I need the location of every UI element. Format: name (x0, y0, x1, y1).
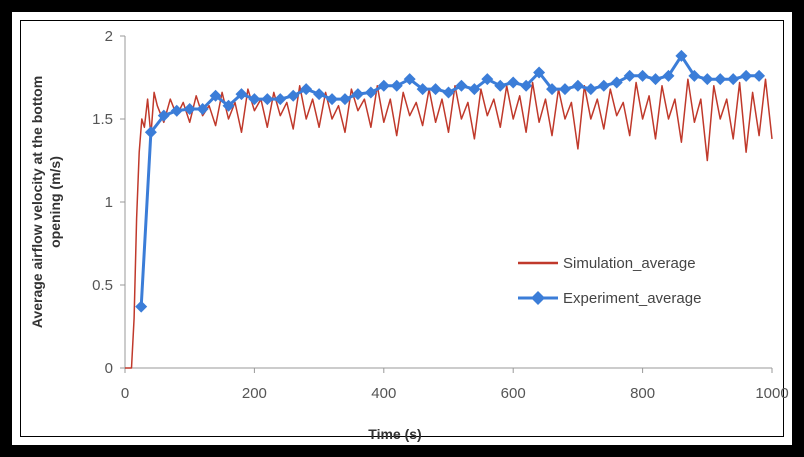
y-tick-label: 0.5 (92, 277, 113, 294)
experiment-data-point (222, 99, 235, 112)
x-tick-label: 400 (371, 385, 396, 402)
legend-simulation-label: Simulation_average (563, 255, 696, 272)
experiment-data-point (183, 103, 196, 116)
experiment-data-point (584, 83, 597, 96)
y-tick-label: 1 (105, 194, 113, 211)
x-axis-title: Time (s) (368, 426, 421, 442)
experiment-data-point (636, 69, 649, 82)
legend-experiment-label: Experiment_average (563, 290, 701, 307)
experiment-data-point (546, 83, 559, 96)
x-tick-label: 0 (121, 385, 129, 402)
experiment-data-point (157, 109, 170, 122)
plot-area: 0 0.5 1 1.5 2 0 200 400 600 800 1000 (92, 28, 789, 402)
experiment-data-point (429, 83, 442, 96)
experiment-data-point (701, 73, 714, 86)
experiment-data-point (688, 69, 701, 82)
experiment-data-point (507, 76, 520, 89)
experiment-data-point (481, 73, 494, 86)
experiment-data-point (274, 93, 287, 106)
experiment-data-point (533, 66, 546, 79)
experiment-data-point (403, 73, 416, 86)
experiment-data-point (662, 69, 675, 82)
experiment-data-point (326, 93, 339, 106)
y-axis-ticks: 0 0.5 1 1.5 2 (92, 28, 125, 377)
experiment-data-point (209, 89, 222, 102)
experiment-data-point (235, 88, 248, 101)
experiment-data-point (416, 83, 429, 96)
series-layer (125, 49, 773, 369)
experiment-data-point (377, 79, 390, 92)
experiment-data-point (623, 69, 636, 82)
x-tick-label: 200 (242, 385, 267, 402)
y-tick-label: 1.5 (92, 111, 113, 128)
simulation-series-line (125, 78, 773, 369)
experiment-data-point (300, 83, 313, 96)
experiment-data-point (610, 76, 623, 89)
legend: Simulation_average Experiment_average (518, 255, 701, 307)
experiment-data-point (468, 83, 481, 96)
experiment-data-point (351, 88, 364, 101)
legend-entry-experiment: Experiment_average (518, 290, 701, 307)
experiment-data-point (313, 88, 326, 101)
experiment-data-point (649, 73, 662, 86)
experiment-data-point (390, 79, 403, 92)
y-axis-title-line1: Average airflow velocity at the bottom (29, 76, 45, 328)
experiment-data-point (714, 73, 727, 86)
x-tick-label: 800 (630, 385, 655, 402)
experiment-data-point (338, 93, 351, 106)
legend-experiment-marker (531, 291, 545, 305)
x-tick-label: 600 (501, 385, 526, 402)
experiment-data-point (558, 83, 571, 96)
experiment-data-point (287, 89, 300, 102)
experiment-data-point (364, 86, 377, 99)
experiment-data-point (442, 86, 455, 99)
x-axis-ticks: 0 200 400 600 800 1000 (121, 368, 789, 402)
x-tick-label: 1000 (755, 385, 788, 402)
experiment-data-point (261, 93, 274, 106)
legend-entry-simulation: Simulation_average (518, 255, 696, 272)
y-tick-label: 2 (105, 28, 113, 45)
experiment-data-point (196, 103, 209, 116)
experiment-data-point (144, 126, 157, 139)
experiment-data-point (571, 79, 584, 92)
experiment-data-point (753, 69, 766, 82)
experiment-data-point (740, 69, 753, 82)
experiment-data-point (675, 49, 688, 62)
experiment-data-point (520, 79, 533, 92)
experiment-data-point (727, 73, 740, 86)
experiment-data-point (248, 93, 261, 106)
y-axis-title: Average airflow velocity at the bottom o… (29, 76, 63, 328)
experiment-data-point (494, 79, 507, 92)
experiment-data-point (597, 79, 610, 92)
experiment-data-point (455, 79, 468, 92)
experiment-data-point (170, 104, 183, 117)
experiment-data-point (135, 300, 148, 313)
y-tick-label: 0 (105, 360, 113, 377)
y-axis-title-line2: opening (m/s) (47, 156, 63, 248)
